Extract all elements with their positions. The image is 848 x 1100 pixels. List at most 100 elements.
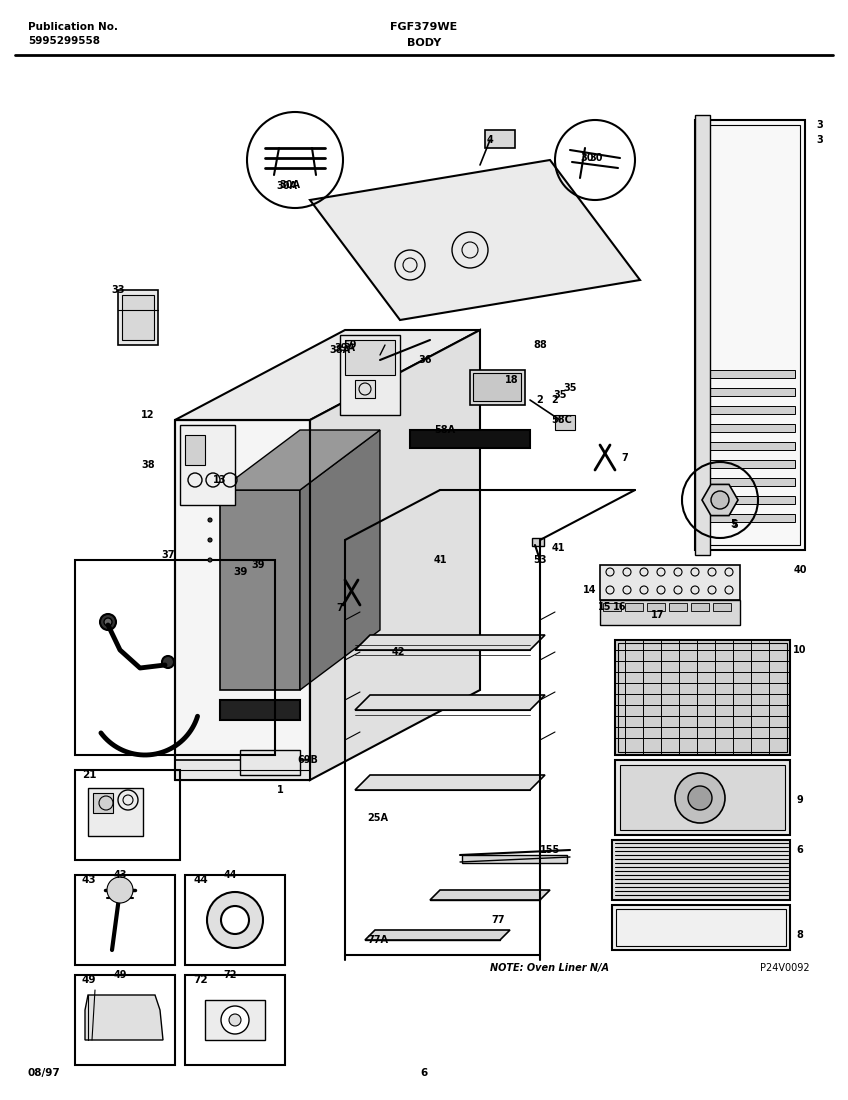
Bar [705,442,795,450]
Bar [220,490,300,690]
Text: 12: 12 [142,410,154,420]
Bar [75,975,175,1065]
Bar [625,603,643,611]
Bar [700,125,800,544]
Polygon shape [310,160,640,320]
Bar [240,750,300,776]
Polygon shape [355,635,545,650]
Text: 42: 42 [391,647,404,657]
Text: 49: 49 [114,970,126,980]
Text: 5995299558: 5995299558 [28,36,100,46]
Bar [462,855,567,864]
Bar [180,425,235,505]
Bar [705,514,795,522]
Polygon shape [85,996,163,1040]
Text: BODY: BODY [407,39,441,48]
Circle shape [675,773,725,823]
Text: 5: 5 [732,520,739,530]
Bar [616,909,786,946]
Text: 3: 3 [817,135,823,145]
Bar [713,603,731,611]
Bar [345,340,395,375]
Circle shape [711,491,729,509]
Text: 41: 41 [551,543,565,553]
Text: NOTE: Oven Liner N/A: NOTE: Oven Liner N/A [490,962,609,974]
Bar [185,874,285,965]
Text: 40: 40 [793,565,806,575]
Text: 7: 7 [337,603,343,613]
Text: 43: 43 [82,874,97,886]
Bar [618,644,787,752]
Text: 88: 88 [533,340,547,350]
Bar [88,788,143,836]
Circle shape [208,538,212,542]
Text: 77: 77 [491,915,505,925]
Text: 77A: 77A [367,935,388,945]
Bar [340,336,400,415]
Text: 49: 49 [82,975,97,984]
Polygon shape [310,330,480,780]
Bar [122,295,154,340]
Circle shape [221,1006,249,1034]
Text: 30: 30 [580,153,594,163]
Bar [185,434,205,465]
Bar [695,116,710,556]
Bar [705,478,795,486]
Bar [600,600,740,625]
Polygon shape [702,484,738,516]
Text: 37: 37 [161,550,175,560]
Circle shape [207,892,263,948]
Bar [185,975,285,1065]
Text: 08/97: 08/97 [28,1068,61,1078]
Bar [473,373,521,402]
Bar [93,793,113,813]
Polygon shape [355,695,545,710]
Bar [705,388,795,396]
Bar [175,760,310,780]
Text: 13: 13 [213,475,226,485]
Polygon shape [430,890,550,900]
Text: 14: 14 [583,585,597,595]
Text: 25A: 25A [367,813,388,823]
Text: 1: 1 [276,785,283,795]
Text: 44: 44 [223,870,237,880]
Text: 72: 72 [223,970,237,980]
Polygon shape [300,430,380,690]
Text: 2: 2 [537,395,544,405]
Text: 35: 35 [553,390,566,400]
Text: P24V0092: P24V0092 [760,962,810,974]
Bar [532,538,544,546]
Bar [705,460,795,467]
Text: 41: 41 [433,556,447,565]
Bar [691,603,709,611]
Text: 18: 18 [505,375,519,385]
Text: 6: 6 [421,1068,427,1078]
Text: 9: 9 [796,795,803,805]
Bar [705,370,795,378]
Text: 155: 155 [540,845,561,855]
Polygon shape [175,330,480,420]
Bar [75,874,175,965]
Polygon shape [365,930,510,940]
Circle shape [208,558,212,562]
Circle shape [208,518,212,522]
Text: 6: 6 [796,845,803,855]
Circle shape [162,656,174,668]
Circle shape [107,877,133,903]
Text: 16: 16 [613,602,627,612]
Bar [220,700,300,720]
Bar [620,764,785,830]
Text: 30: 30 [589,153,603,163]
Circle shape [221,906,249,934]
Bar [705,406,795,414]
Text: 58C: 58C [551,415,572,425]
Text: 38A: 38A [329,345,350,355]
Text: 4: 4 [487,135,494,145]
Text: 35: 35 [563,383,577,393]
Bar [118,290,158,345]
Circle shape [229,1014,241,1026]
Bar [695,120,805,550]
Text: 15: 15 [598,602,611,612]
Text: 58A: 58A [434,425,455,435]
Circle shape [688,786,712,810]
